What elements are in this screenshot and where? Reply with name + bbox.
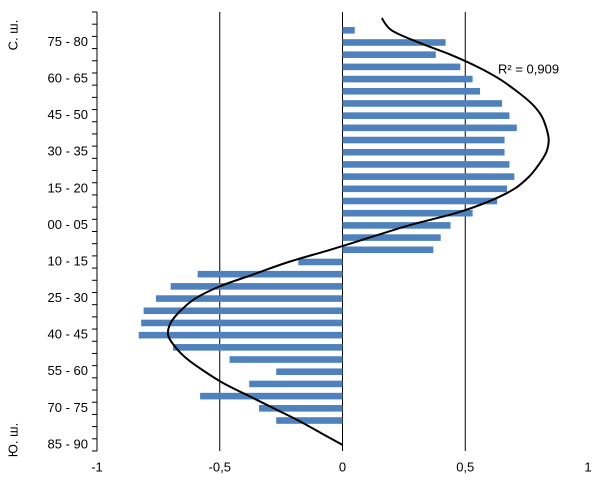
bar [138, 331, 343, 339]
y-tick-label: 10 - 15 [48, 253, 88, 268]
bar [229, 356, 343, 363]
y-tick-label: 70 - 75 [48, 400, 88, 415]
bar [249, 380, 343, 388]
bar [155, 295, 343, 302]
bar [141, 319, 343, 327]
bar [342, 136, 505, 144]
bar [342, 173, 515, 180]
bar [342, 161, 510, 168]
bar [342, 209, 473, 217]
bar [298, 258, 343, 266]
y-tick-label: 30 - 35 [48, 144, 88, 159]
x-tick-label: -0,5 [209, 459, 231, 474]
y-tick-label: 00 - 05 [48, 217, 88, 232]
r-squared: R² = 0,909 [498, 61, 559, 76]
bar [342, 246, 434, 254]
bar [342, 87, 480, 95]
bar [276, 417, 343, 424]
group-label: Ю. ш. [5, 423, 20, 457]
bar [200, 392, 343, 400]
bar [342, 112, 510, 119]
bar [342, 51, 436, 58]
bar [143, 307, 343, 315]
y-tick-label: 55 - 60 [48, 363, 88, 378]
bar [342, 234, 441, 241]
bar [342, 148, 505, 156]
bar [173, 344, 343, 351]
y-tick-label: 25 - 30 [48, 290, 88, 305]
x-tick-label: 0,5 [456, 459, 474, 474]
y-tick-label: 45 - 50 [48, 107, 88, 122]
fit-curve [166, 17, 550, 446]
bar [342, 75, 473, 83]
bar [342, 185, 507, 193]
x-tick-label: 0 [339, 459, 346, 474]
bar [259, 405, 343, 412]
group-label: С. ш. [5, 20, 20, 51]
bar [342, 100, 503, 107]
bar [342, 197, 498, 205]
bar [197, 270, 343, 278]
bar [342, 222, 451, 229]
bar [276, 368, 343, 376]
y-tick-label: 60 - 65 [48, 71, 88, 86]
bar [342, 39, 446, 46]
bar [342, 63, 461, 71]
y-tick-label: 40 - 45 [48, 327, 88, 342]
y-tick-label: 15 - 20 [48, 180, 88, 195]
x-tick-label: -1 [91, 459, 103, 474]
bar [342, 26, 355, 34]
bar [342, 124, 517, 132]
y-tick-label: 75 - 80 [48, 34, 88, 49]
bar [170, 283, 343, 290]
x-tick-label: 1 [584, 459, 591, 474]
y-tick-label: 85 - 90 [48, 436, 88, 451]
